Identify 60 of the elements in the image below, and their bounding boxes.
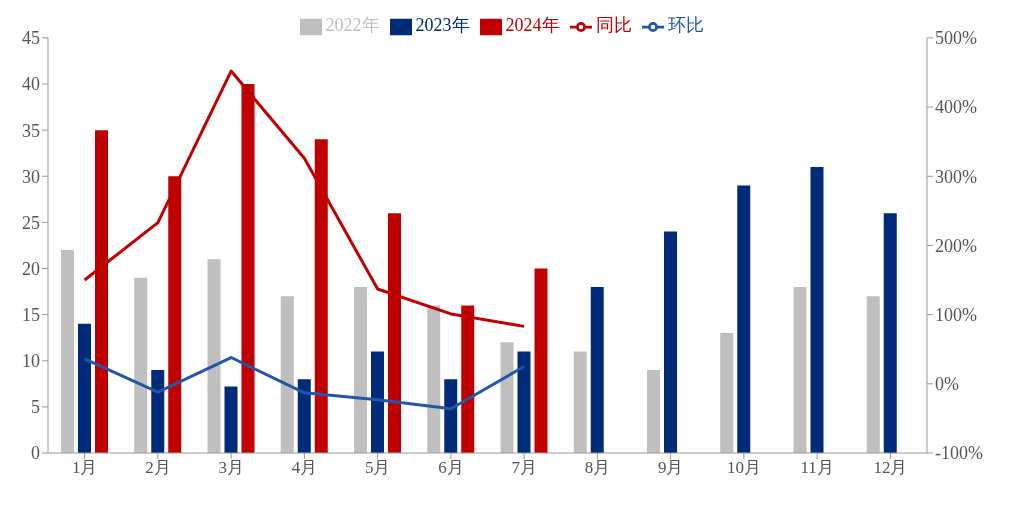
bar <box>500 342 514 453</box>
legend-label: 2022年 <box>325 15 380 35</box>
x-tick-label: 3月 <box>218 458 244 478</box>
line-series <box>83 356 526 411</box>
y2-tick-label: 100% <box>935 305 977 326</box>
y-tick-label: 30 <box>22 166 40 187</box>
bar <box>534 268 548 453</box>
legend-label: 环比 <box>667 15 704 35</box>
x-tick-label: 10月 <box>726 458 761 478</box>
bar <box>720 333 734 453</box>
y-tick-label: 0 <box>31 443 40 464</box>
bar <box>224 386 238 453</box>
bar <box>517 351 531 453</box>
x-tick-label: 5月 <box>364 458 391 478</box>
bar <box>810 167 824 453</box>
bar <box>297 379 311 453</box>
legend-label: 2023年 <box>415 15 470 35</box>
legend-label: 2024年 <box>505 15 560 35</box>
bar <box>444 379 458 453</box>
y-tick-label: 15 <box>22 305 40 326</box>
y2-tick-label: 0% <box>935 374 959 395</box>
bar <box>793 286 807 453</box>
y-tick-label: 25 <box>22 212 40 233</box>
y-tick-label: 40 <box>22 74 40 95</box>
x-tick-label: 11月 <box>800 458 834 478</box>
y-tick-label: 20 <box>22 258 40 279</box>
bar <box>883 213 897 453</box>
x-tick-label: 8月 <box>584 458 611 478</box>
bar <box>866 296 880 453</box>
bar <box>151 369 165 453</box>
bar <box>590 286 604 453</box>
bar <box>664 231 677 453</box>
y2-tick-label: 200% <box>935 235 977 256</box>
legend-label: 同比 <box>595 15 632 35</box>
y-tick-label: 45 <box>22 28 40 49</box>
bar <box>280 296 294 453</box>
x-tick-label: 9月 <box>657 458 684 478</box>
bar <box>354 286 367 453</box>
bar <box>371 351 384 453</box>
x-tick-label: 4月 <box>291 458 318 478</box>
bar <box>61 250 74 453</box>
x-tick-label: 7月 <box>511 458 537 478</box>
y-tick-label: 10 <box>22 351 40 372</box>
x-tick-label: 1月 <box>71 458 98 478</box>
y2-tick-label: 400% <box>935 97 977 118</box>
y2-tick-label: 300% <box>935 166 977 187</box>
y2-tick-label: -100% <box>935 443 983 464</box>
bar <box>647 369 660 453</box>
bar <box>573 351 587 453</box>
bar <box>207 259 221 453</box>
bar <box>134 277 148 453</box>
y-tick-label: 35 <box>22 120 40 141</box>
bar <box>737 185 751 453</box>
bar <box>427 305 441 453</box>
x-tick-label: 6月 <box>438 458 464 478</box>
y2-tick-label: 500% <box>935 28 977 49</box>
x-tick-label: 2月 <box>145 458 171 478</box>
y-tick-label: 5 <box>31 397 40 418</box>
x-tick-label: 12月 <box>873 458 908 478</box>
bar <box>78 323 91 453</box>
